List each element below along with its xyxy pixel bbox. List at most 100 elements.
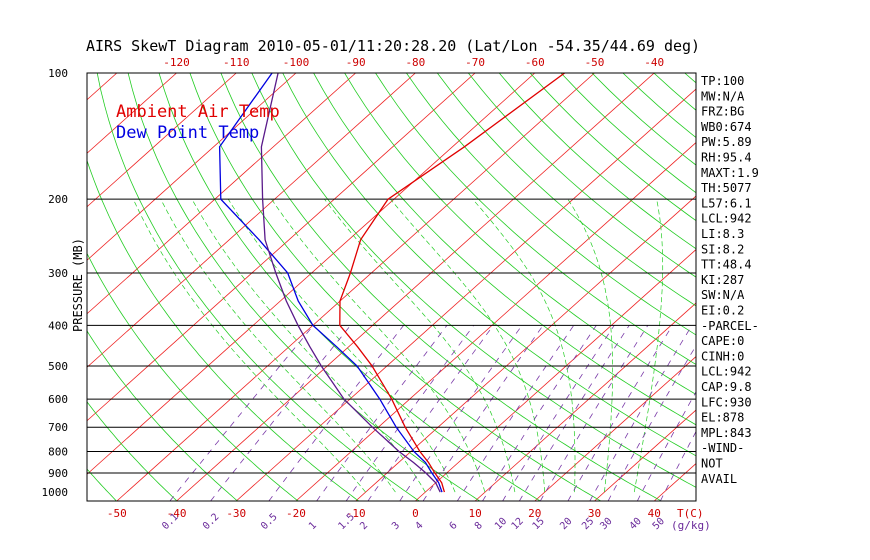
stat-item: MPL:843	[701, 426, 752, 440]
plot-frame	[86, 72, 697, 502]
bottom-temperature-tick-label: -40	[167, 507, 187, 520]
chart-title: AIRS SkewT Diagram 2010-05-01/11:20:28.2…	[86, 37, 700, 55]
pressure-tick-label: 900	[48, 467, 68, 480]
profile-lines	[218, 73, 565, 493]
mixing-ratio-tick-label: 3	[390, 520, 402, 532]
bottom-temperature-tick-label: 10	[468, 507, 481, 520]
dry-adiabat-line	[189, 73, 601, 501]
pressure-tick-label: 500	[48, 360, 68, 373]
stat-item: FRZ:BG	[701, 105, 744, 119]
bottom-temperature-tick-label: -10	[346, 507, 366, 520]
legend-dewpoint-label: Dew Point Temp	[116, 123, 259, 143]
mixing-ratio-tick-label: 40	[628, 516, 644, 532]
mixing-ratio-line	[367, 325, 494, 501]
top-temperature-tick-label: -90	[346, 56, 366, 69]
stat-item: -WIND-	[701, 441, 744, 455]
mixing-ratio-tick-label: 6	[448, 520, 460, 532]
pressure-tick-label: 400	[48, 319, 68, 332]
mixing-ratio-line	[345, 325, 475, 501]
dry-adiabat-line	[282, 73, 696, 457]
stat-item: AVAIL	[701, 472, 737, 486]
isotherm-line	[87, 73, 237, 208]
mixing-ratio-line	[210, 325, 352, 501]
profile-line	[260, 73, 441, 493]
stat-item: NOT	[701, 457, 723, 471]
dry-adiabat-line	[87, 330, 238, 501]
mixing-ratio-line	[636, 391, 696, 501]
top-temperature-tick-label: -70	[465, 56, 485, 69]
isotherm-line	[355, 195, 696, 501]
isotherm-line	[474, 302, 696, 501]
dry-adiabat-line	[87, 159, 359, 501]
mixing-ratio-tick-label: 0.2	[201, 512, 222, 533]
mixing-ratio-line	[589, 325, 693, 501]
bottom-temperature-tick-label: -50	[107, 507, 127, 520]
stat-item: MAXT:1.9	[701, 166, 759, 180]
bottom-temperature-tick-label: 0	[412, 507, 419, 520]
isotherm-line	[87, 73, 118, 101]
dry-adiabat-line	[653, 73, 696, 111]
dry-adiabat-line	[747, 73, 870, 501]
dry-adiabat-line	[375, 73, 696, 365]
mixing-ratio-tick-label: 10	[493, 516, 509, 532]
mixing-ratio-line	[660, 430, 696, 501]
moist-adiabat-line	[390, 198, 546, 493]
mixing-ratio-tick-label: 1	[307, 520, 319, 532]
mixing-ratio-line	[518, 325, 630, 501]
moist-adiabat-line	[567, 199, 613, 493]
dry-adiabat-line	[87, 252, 299, 501]
isotherm-line	[87, 73, 356, 315]
pressure-tick-labels: 100 200 300 400 500 600 700 800 900 1000	[42, 67, 69, 499]
mixing-ratio-tick-label: 2	[358, 520, 370, 532]
top-temperature-ticks: -120 -110 -100 -90 -80 -70 -60 -50 -40	[163, 56, 664, 69]
isotherm-line	[0, 73, 57, 501]
isotherm-line	[653, 463, 696, 501]
stat-item: -PARCEL-	[701, 319, 759, 333]
isobar-lines	[87, 198, 696, 474]
dry-adiabat-line	[158, 73, 541, 501]
stat-item: LFC:930	[701, 395, 752, 409]
bottom-temperature-ticks: -50 -40 -30 -20 -10 0 10 20 30 40	[107, 507, 661, 520]
stat-item: MW:N/A	[701, 89, 745, 103]
legend: Ambient Air Temp Dew Point Temp	[116, 102, 280, 143]
stat-item: TT:48.4	[701, 258, 752, 272]
bottom-temperature-tick-label: 40	[648, 507, 661, 520]
stat-item: WB0:674	[701, 120, 752, 134]
isotherm-line	[534, 356, 696, 501]
stat-item: SW:N/A	[701, 288, 745, 302]
mixing-ratio-line	[169, 325, 314, 501]
pressure-tick-label: 300	[48, 267, 68, 280]
mixing-ratio-line	[316, 325, 448, 501]
moist-adiabat-line	[472, 198, 576, 493]
dry-adiabat-line	[87, 468, 117, 501]
isotherm-line	[116, 73, 595, 501]
dry-adiabat-line	[808, 73, 870, 501]
stat-item: EI:0.2	[701, 304, 744, 318]
stat-item: SI:8.2	[701, 242, 744, 256]
moist-adiabat-line	[227, 199, 456, 493]
bottom-temperature-tick-label: 30	[588, 507, 601, 520]
background-grid	[0, 73, 870, 501]
mixing-ratio-line	[482, 325, 597, 501]
top-temperature-tick-label: -50	[585, 56, 605, 69]
stat-item: KI:287	[701, 273, 744, 287]
dry-adiabat-line	[87, 401, 178, 501]
stat-item: CINH:0	[701, 349, 744, 363]
ambient-temp-line	[339, 73, 565, 493]
dry-adiabat-line	[344, 73, 696, 395]
mixing-ratio-line	[567, 325, 673, 501]
moist-adiabat-line	[633, 199, 664, 493]
dry-adiabat-line	[313, 73, 696, 426]
moist-adiabat-line	[271, 199, 486, 493]
dry-adiabat-line	[498, 73, 696, 250]
pressure-tick-label: 600	[48, 393, 68, 406]
pressure-tick-label: 800	[48, 446, 68, 459]
dewpoint-temp-line	[218, 73, 443, 493]
bottom-temperature-tick-label: -20	[286, 507, 306, 520]
pressure-tick-label: 700	[48, 421, 68, 434]
mixing-ratio-line	[422, 325, 544, 501]
top-temperature-tick-label: -60	[525, 56, 545, 69]
dry-adiabat-line	[220, 73, 662, 501]
sounding-stats-panel: TP:100MW:N/AFRZ:BGWB0:674PW:5.89RH:95.4M…	[701, 74, 759, 486]
